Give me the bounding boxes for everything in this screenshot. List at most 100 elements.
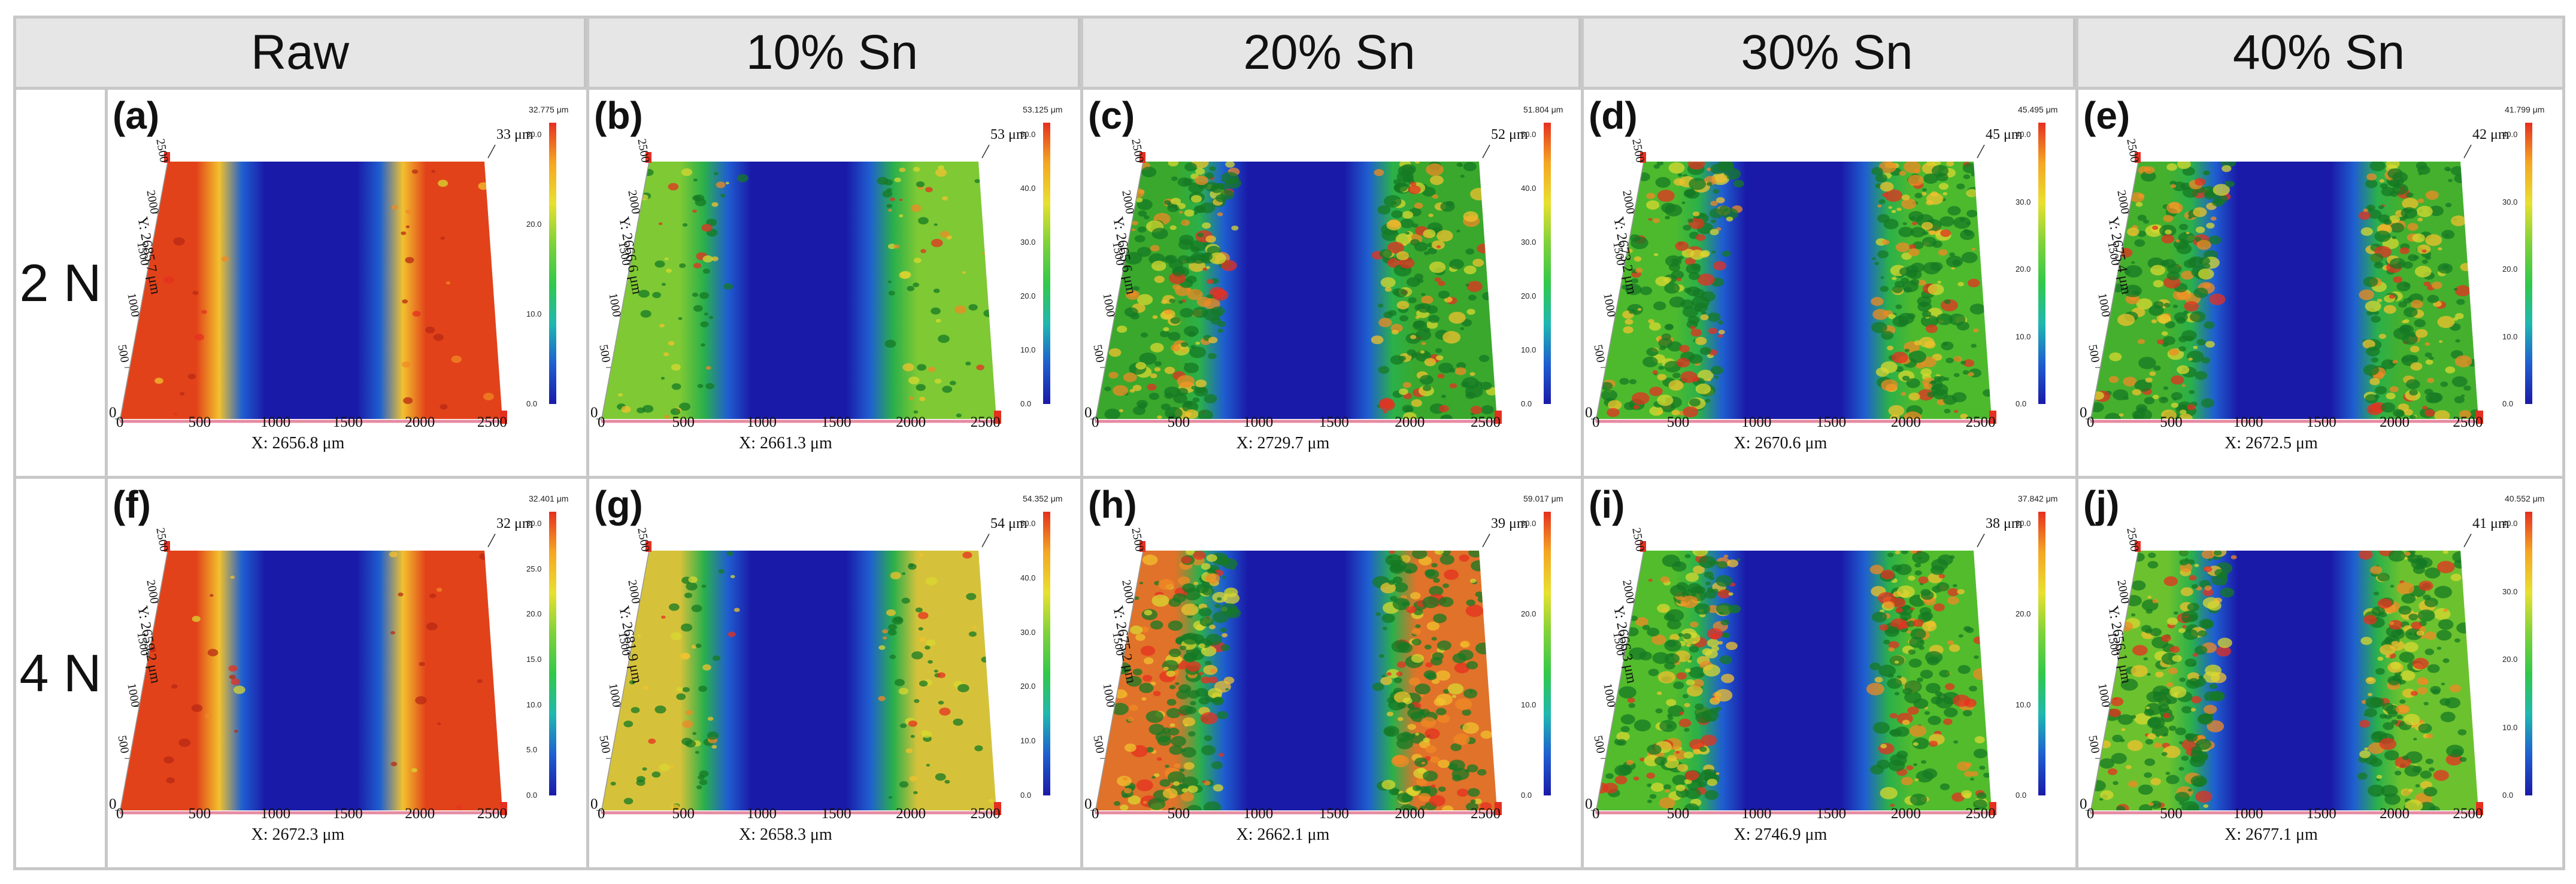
y-tick-label: 500	[1090, 344, 1107, 364]
colorbar-max-label: 54.352 μm	[1023, 494, 1063, 503]
x-tick-label: 1500	[1816, 806, 1847, 822]
peak-height-label: 53 μm	[990, 127, 1028, 142]
y-tick-label: 500	[115, 344, 132, 364]
surface-plot	[596, 512, 1050, 815]
x-tick-label: 1000	[260, 414, 291, 430]
x-tick-label: 2000	[2380, 806, 2410, 822]
colorbar-max-label: 37.842 μm	[2018, 494, 2058, 503]
x-tick-label: 1000	[260, 806, 291, 822]
surface-panel-h: (h) 39 μm X: 2662.1 μm Y: 2675.2 μm 59.017 μ…	[1083, 479, 1581, 867]
colorbar-tick: 10.0	[526, 700, 542, 709]
y-tick-label: 500	[2086, 734, 2102, 755]
colorbar-tick: 30.0	[2016, 519, 2031, 528]
colorbar-tick: 10.0	[1521, 345, 1536, 354]
panel-label: (i)	[1589, 483, 1625, 526]
y-origin-label: 0	[590, 405, 598, 421]
x-extent-readout: X: 2658.3 μm	[739, 825, 832, 844]
x-tick-label: 0	[2087, 414, 2095, 430]
column-separator	[586, 19, 589, 867]
colorbar-tick: 30.0	[1521, 238, 1536, 247]
colorbar	[2525, 123, 2532, 404]
colorbar	[549, 512, 556, 795]
x-tick-label: 2500	[2453, 414, 2483, 430]
surface-panel-a: (a) 33 μm X: 2656.8 μm Y: 2685.7 μm 32.775 μ…	[108, 90, 586, 476]
x-extent-readout: X: 2656.8 μm	[251, 434, 345, 452]
surface-plot	[1090, 123, 1551, 424]
x-extent-readout: X: 2670.6 μm	[1734, 434, 1828, 452]
colorbar-tick: 10.0	[2016, 332, 2031, 341]
colorbar-max-label: 41.799 μm	[2505, 105, 2545, 114]
surface-plot	[2086, 123, 2532, 424]
x-tick-label: 500	[2160, 806, 2183, 822]
column-separator	[1581, 19, 1584, 867]
x-tick-label: 2500	[477, 414, 507, 430]
y-origin-label: 0	[1084, 405, 1092, 421]
colorbar-tick: 30.0	[1020, 627, 1036, 637]
colorbar	[2525, 512, 2532, 795]
colorbar-tick: 30.0	[526, 130, 542, 139]
x-tick-label: 1000	[1741, 414, 1772, 430]
colorbar-tick: 20.0	[526, 220, 542, 229]
panel-label: (b)	[594, 94, 643, 137]
x-tick-label: 500	[2160, 414, 2183, 430]
x-tick-label: 0	[1592, 414, 1600, 430]
x-tick-label: 0	[598, 806, 605, 822]
y-tick-label: 500	[1090, 734, 1107, 755]
colorbar-tick: 50.0	[1521, 130, 1536, 139]
column-header-10-sn: 10% Sn	[586, 19, 1080, 87]
x-tick-label: 2500	[1471, 414, 1501, 430]
x-tick-label: 500	[672, 414, 695, 430]
colorbar-max-label: 32.401 μm	[529, 494, 569, 503]
colorbar-tick: 20.0	[1521, 291, 1536, 300]
colorbar-tick: 20.0	[2502, 265, 2518, 274]
panel-label: (j)	[2083, 483, 2120, 526]
x-extent-readout: X: 2746.9 μm	[1734, 825, 1828, 844]
column-header-20-sn: 20% Sn	[1080, 19, 1581, 87]
x-extent-readout: X: 2729.7 μm	[1236, 434, 1330, 452]
colorbar-tick: 10.0	[2502, 332, 2518, 341]
y-tick-label: 500	[1591, 734, 1608, 755]
column-separator	[1080, 19, 1083, 867]
wear-track-surface	[120, 551, 502, 810]
colorbar-tick: 20.0	[2016, 609, 2031, 619]
colorbar	[2038, 512, 2045, 795]
wear-track-surface	[1095, 551, 1497, 810]
x-tick-label: 2500	[970, 806, 1001, 822]
surface-panel-j: (j) 41 μm X: 2677.1 μm Y: 2656.1 μm 40.552 μ…	[2078, 479, 2562, 867]
colorbar-tick: 25.0	[526, 564, 542, 573]
x-tick-label: 0	[1092, 806, 1099, 822]
x-tick-label: 1000	[1741, 806, 1772, 822]
surface-panel-f: (f) 32 μm X: 2672.3 μm Y: 2659.2 μm 32.401 μ…	[108, 479, 586, 867]
y-tick-label: 500	[115, 734, 132, 755]
y-origin-label: 0	[109, 405, 117, 421]
x-tick-label: 2500	[970, 414, 1001, 430]
x-tick-label: 2500	[1965, 806, 1996, 822]
colorbar-tick: 0.0	[2502, 399, 2514, 408]
colorbar-tick: 0.0	[1521, 399, 1532, 408]
x-tick-label: 0	[598, 414, 605, 430]
colorbar-tick: 0.0	[2502, 791, 2514, 800]
peak-height-label: 39 μm	[1491, 516, 1528, 531]
x-tick-label: 2500	[477, 806, 507, 822]
x-tick-label: 500	[188, 414, 211, 430]
x-tick-label: 2500	[2453, 806, 2483, 822]
wear-track-surface	[601, 162, 996, 419]
colorbar-tick: 30.0	[1020, 238, 1036, 247]
colorbar	[1043, 512, 1050, 795]
y-tick-label: 500	[1591, 344, 1608, 364]
colorbar-tick: 40.0	[2016, 130, 2031, 139]
colorbar-tick: 20.0	[2016, 265, 2031, 274]
colorbar	[1544, 123, 1551, 404]
colorbar-tick: 20.0	[1020, 291, 1036, 300]
x-tick-label: 1500	[332, 414, 363, 430]
column-header-40-sn: 40% Sn	[2075, 19, 2562, 87]
panel-label: (g)	[594, 483, 643, 526]
peak-height-label: 41 μm	[2472, 516, 2510, 531]
wear-track-surface	[1095, 162, 1497, 419]
colorbar-tick: 15.0	[526, 655, 542, 664]
colorbar-tick: 30.0	[2502, 587, 2518, 596]
surface-plot	[596, 123, 1050, 424]
x-tick-label: 2000	[1395, 414, 1425, 430]
colorbar-tick: 40.0	[2502, 519, 2518, 528]
colorbar-max-label: 53.125 μm	[1023, 105, 1063, 114]
